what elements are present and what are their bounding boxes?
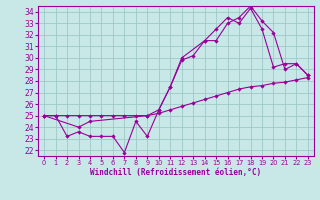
X-axis label: Windchill (Refroidissement éolien,°C): Windchill (Refroidissement éolien,°C) xyxy=(91,168,261,177)
